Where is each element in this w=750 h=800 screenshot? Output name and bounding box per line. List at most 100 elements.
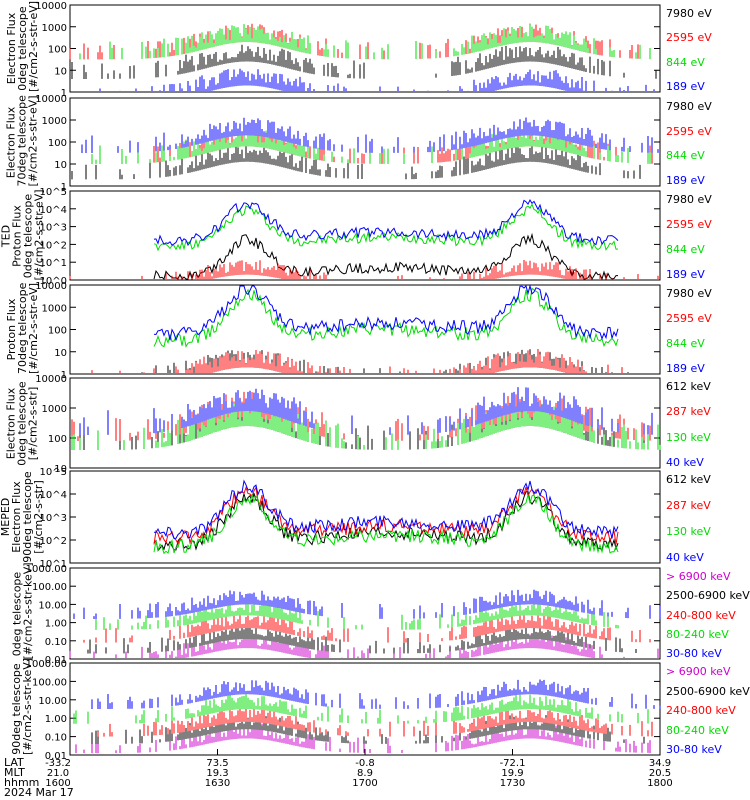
panel-2: 1 10 100 1000 10000 [35,94,661,193]
legend-entry: 844 eV [666,149,705,163]
legend-entry: 40 keV [666,456,704,469]
series-287-kev [153,486,619,545]
series-844-ev [79,24,651,60]
panel-7: 0.01 0.10 1.00 10.00 100.00 1000.00 [26,564,661,666]
legend-entry: 189 eV [666,174,705,187]
legend-entry: 844 eV [666,337,705,350]
y-tick-label: 0.10 [45,637,67,648]
series-2500-6900-kev [91,713,645,744]
y-tick-label: 0.01 [45,655,67,666]
y-tick-label: 10^5 [40,467,67,478]
legend-entry: 40 keV [666,551,704,564]
x-tick-label: -33.2 [45,758,71,769]
x-tick-label: 19.3 [206,768,228,779]
x-tick-label: 1730 [500,778,525,789]
legend-entry: 80-240 keV [666,723,729,737]
series-130-kev [153,494,619,555]
y-tick-label: 1 [61,370,67,381]
legend-entry: 80-240 keV [666,627,729,641]
series-7980-ev [153,232,618,281]
y-tick-label: 100.00 [32,582,67,593]
legend-entry: 612 keV [666,473,711,486]
y-tick-label: 100 [48,138,67,149]
panel-1: 1 10 100 1000 10000 [35,1,661,99]
x-tick-label: 19.9 [501,768,523,779]
x-tick-label: -0.8 [355,758,375,769]
legend-entry: 7980 eV [666,7,712,20]
y-tick-label: 10 [54,160,67,171]
y-tick-label: 10^0 [40,276,67,287]
y-tick-label: 10^1 [40,258,67,269]
y-tick-label: 10 [54,464,67,475]
series-80-240-kev [95,600,619,630]
xaxis-row-lat: LAT [4,756,24,769]
x-tick-label: 1600 [45,778,70,789]
series-line [153,203,618,252]
y-tick-label: 0.10 [45,733,67,744]
y-axis-label: 90deg telescope [#/cm2-s-str-keV] [10,658,34,755]
series-2500-6900-kev [87,624,637,654]
series-2595-ev [69,260,659,279]
legend-entry: 2500-6900 keV [666,684,750,698]
y-tick-label: 100 [48,434,67,445]
y-tick-label: 10000 [35,1,67,12]
y-axis-label-line: 0deg telescope [21,193,34,278]
legend-entry: 7980 eV [666,100,712,113]
y-axis-label: Proton Flux 70deg telescope [#/cm2-s-str-e… [5,282,40,374]
series-612-kev [153,491,619,552]
y-tick-label: 10.00 [38,600,67,611]
y-tick-label: 10000 [35,94,67,105]
legend-entry: 844 eV [666,243,705,256]
legend-entry: 30-80 keV [666,743,722,756]
y-tick-label: 1000 [42,23,67,34]
y-axis-label-line: [#/cm2-s-str-eV] [26,94,40,186]
legend-entry: 2500-6900 keV [666,589,750,603]
series-240-800-kev [97,706,653,737]
y-tick-label: 100 [48,326,67,337]
legend-entry: 240-800 keV [666,608,736,622]
y-tick-label: 100.00 [32,677,67,688]
y-axis-label: 0deg telescope [#/cm2-s-str-keV] [10,562,34,659]
x-tick-label: 73.5 [206,758,228,769]
y-axis-label-line: 0deg telescope [10,571,23,656]
series-2595-ev [91,349,623,373]
series-30-80-kev [91,679,661,709]
y-axis-label-line: 70deg telescope [15,282,29,374]
y-tick-label: 10^5 [40,187,67,198]
series-line [153,491,619,552]
y-axis-label: Electron Flux 0deg telescope [#/cm2-s-str] [5,378,40,468]
legend-entry: 844 eV [666,55,705,69]
y-axis-label-line: 0deg telescope [15,6,29,91]
legend-entry: > 6900 keV [666,570,731,583]
series-line [153,232,618,281]
legend-entry: 2595 eV [666,218,712,231]
x-tick-label: 1800 [647,778,672,789]
series-189-ev [153,284,619,342]
series-line [153,284,619,342]
series-7980-ev [141,349,629,373]
y-tick-label: 10^4 [40,490,67,501]
y-axis-label: MEPED Electron Flux 90deg telescope [#/cm2-… [0,471,45,563]
series-line [153,479,619,540]
legend-entry: 7980 eV [666,193,712,206]
series-80-240-kev [73,694,649,724]
panel-frame [69,190,661,281]
y-axis-label-line: Electron Flux [4,12,18,85]
y-tick-label: 10^4 [40,205,67,216]
y-axis-label-line: [#/cm2-s-str] [26,386,40,460]
x-tick-label: 8.9 [357,768,373,779]
panel-4: 1 10 100 1000 10000 [35,281,661,381]
y-tick-label: 10 [54,66,67,77]
series-189-ev [99,68,655,91]
y-tick-label: 100 [48,45,67,56]
y-tick-label: 10^3 [40,513,67,524]
series-40-kev [153,479,619,540]
legend-entry: 30-80 keV [666,647,722,660]
legend-entry: 2595 eV [666,312,712,325]
legend-entry: 287 keV [666,405,711,419]
series-287-kev [71,391,651,441]
series-189-ev [153,198,619,246]
xaxis-date: 2024 Mar 17 [4,786,74,799]
x-tick-label: 34.9 [649,758,671,769]
